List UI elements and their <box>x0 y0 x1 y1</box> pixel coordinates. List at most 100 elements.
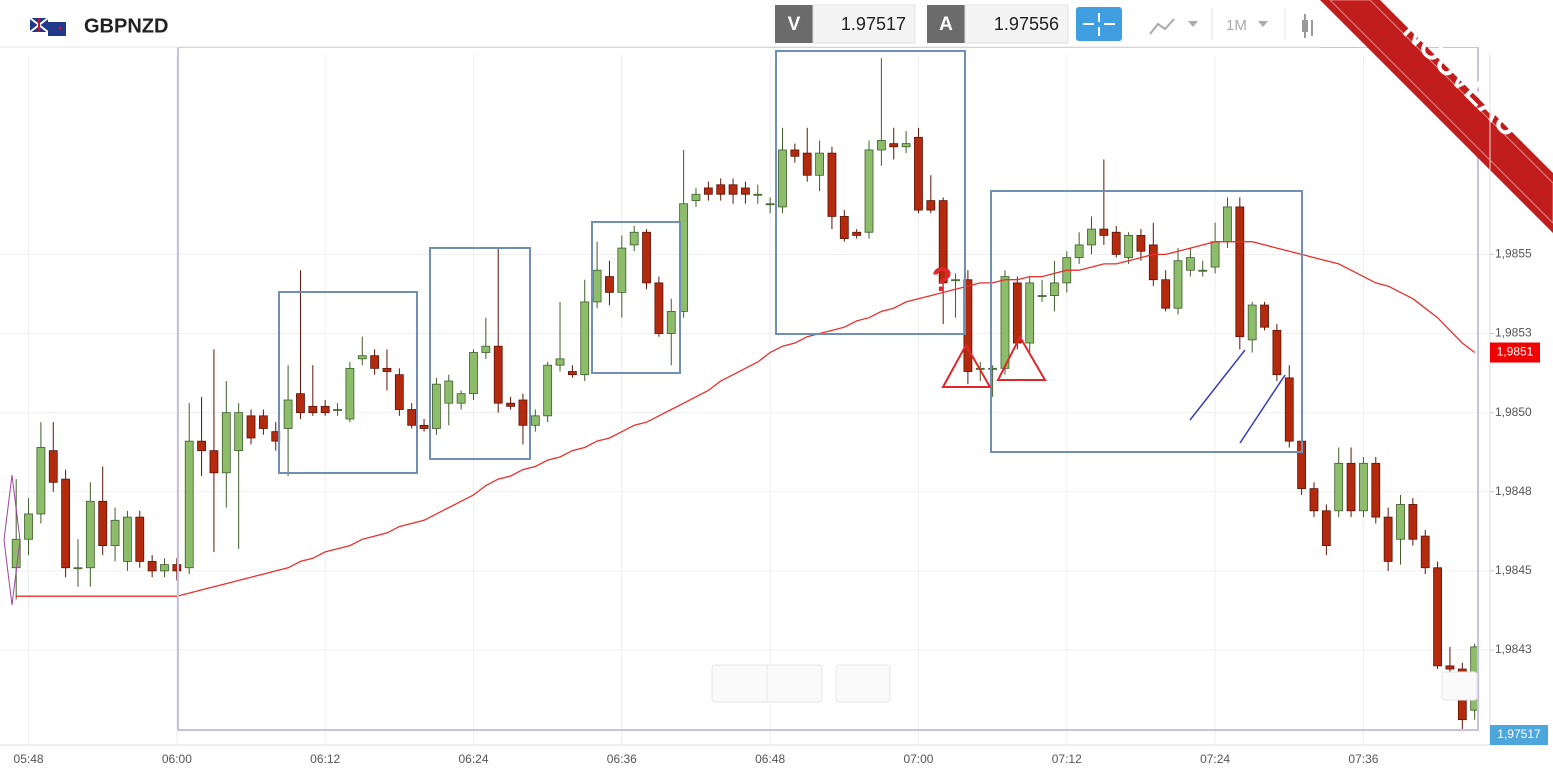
x-tick-label: 06:00 <box>162 752 192 766</box>
candle-body <box>394 374 404 410</box>
candle-body <box>382 367 392 372</box>
candle-body <box>716 184 726 195</box>
x-tick-label: 06:12 <box>310 752 340 766</box>
candle-body <box>1223 206 1232 243</box>
candle-body <box>1000 276 1010 369</box>
candle-body <box>1284 377 1294 442</box>
annotations: ? <box>3 46 1479 731</box>
candle-body <box>1321 510 1331 546</box>
candle-body <box>1099 228 1109 236</box>
candle-body <box>654 282 664 334</box>
bid-box <box>812 4 916 44</box>
candle-body <box>1074 244 1084 258</box>
y-tick-label: 1,9848 <box>1495 484 1532 498</box>
candle-body <box>1346 462 1356 512</box>
candle-body <box>629 231 639 246</box>
trend-line <box>1239 374 1286 444</box>
candle-body <box>605 276 614 293</box>
y-tick-label: 1,9845 <box>1495 563 1532 577</box>
triangle <box>996 334 1047 381</box>
candle-body <box>790 149 800 157</box>
candle-body <box>1383 516 1393 562</box>
candle-body <box>320 405 330 414</box>
candle-body <box>1371 462 1381 518</box>
candle-body <box>469 352 478 395</box>
candle-body <box>333 409 342 411</box>
candle-body <box>24 513 33 540</box>
header: GBPNZD V 1.97517 A 1.97556 1M NOUVEAU <box>0 0 1553 233</box>
candle-body <box>580 301 590 376</box>
candle-body <box>988 367 998 370</box>
candle-body <box>1235 206 1245 338</box>
box <box>591 221 681 374</box>
candle-body <box>296 393 305 414</box>
box <box>429 247 531 460</box>
ribbon-edge <box>1329 0 1553 224</box>
candle-body <box>432 383 441 429</box>
candle-body <box>345 367 355 420</box>
candle-body <box>506 402 515 407</box>
candle-body <box>1445 665 1455 670</box>
candle-body <box>123 516 132 562</box>
candle-body <box>1272 329 1282 376</box>
candle-body <box>407 409 417 426</box>
candle-body <box>135 516 145 562</box>
candle-body <box>530 415 540 426</box>
nav-button[interactable] <box>835 664 891 703</box>
candle-body <box>765 203 775 206</box>
candle-body <box>1025 282 1035 344</box>
candle-body <box>666 310 676 334</box>
x-tick-label: 07:00 <box>903 752 933 766</box>
candle-body <box>493 345 503 404</box>
candle-body <box>1247 304 1257 341</box>
candle-body <box>802 152 812 176</box>
candle-body <box>815 152 824 176</box>
diamond <box>3 474 21 606</box>
candle-body <box>481 345 491 353</box>
candle-body <box>1359 462 1368 512</box>
candle-body <box>951 279 960 282</box>
annotation-text: ? <box>932 261 953 299</box>
candle-body <box>914 136 923 211</box>
candle-body <box>1433 567 1442 667</box>
ribbon <box>1320 0 1553 233</box>
ask-label: A <box>939 14 953 35</box>
candle-body <box>963 279 973 372</box>
candle-body <box>246 415 256 439</box>
nav-button[interactable] <box>1441 671 1478 701</box>
timeframe[interactable]: 1M <box>1226 17 1247 34</box>
candles <box>11 58 1480 730</box>
candle-body <box>419 424 429 429</box>
candle-body <box>1111 231 1121 255</box>
chart-type-icon[interactable] <box>1149 18 1175 35</box>
crosshair-icon <box>1083 13 1115 36</box>
triangle <box>941 342 992 388</box>
ask-price: 1.97556 <box>994 14 1059 34</box>
y-tick-label: 1,9843 <box>1495 642 1532 656</box>
dropdown-arrow <box>1188 21 1198 27</box>
candle-body <box>741 187 750 195</box>
ask-label-box <box>927 5 965 43</box>
x-tick-label: 07:24 <box>1200 752 1230 766</box>
candle-body <box>85 500 95 569</box>
x-tick-label: 06:36 <box>607 752 637 766</box>
candle-body <box>876 140 886 151</box>
candle-body <box>456 393 466 404</box>
candle-body <box>11 538 21 569</box>
crosshair-button[interactable] <box>1076 7 1122 41</box>
candle-body <box>1161 279 1171 309</box>
candle-body <box>839 216 849 239</box>
drawn-boxes <box>278 50 1303 474</box>
candle-body <box>98 500 108 546</box>
candle-body <box>110 519 120 546</box>
candle-body <box>889 143 899 148</box>
candle-body <box>1148 244 1158 281</box>
candle-body <box>938 200 948 284</box>
bid-label: V <box>788 14 801 35</box>
candle-body <box>864 149 874 233</box>
candle-body <box>209 450 219 474</box>
candle-body <box>444 380 454 404</box>
candle-body <box>147 561 157 572</box>
candle-body <box>1012 282 1022 344</box>
selection-box <box>177 46 1479 731</box>
